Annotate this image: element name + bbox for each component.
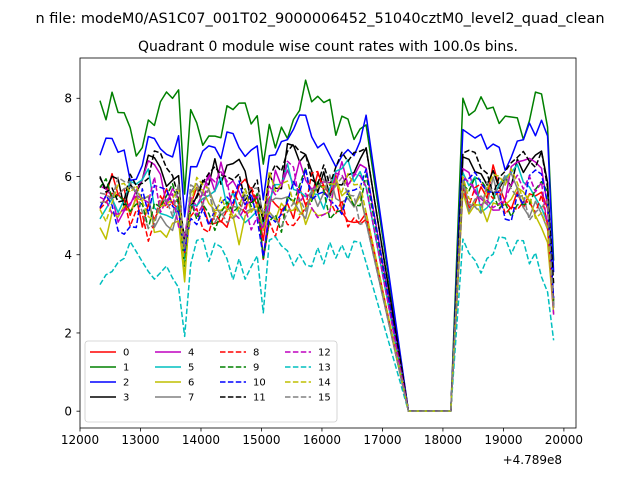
legend-label-11: 11 [253, 393, 266, 404]
series-layer [99, 79, 555, 412]
axes-layer: 12000 13000 14000 15000 16000 17000 18000 19000… [61, 57, 583, 447]
legend-label-4: 4 [188, 348, 194, 359]
x-tick-label: 14000 [182, 433, 220, 447]
y-tick-label: 8 [64, 92, 72, 106]
x-tick-label: 12000 [61, 433, 99, 447]
legend-label-8: 8 [253, 348, 259, 359]
legend-label-13: 13 [318, 363, 331, 374]
series-line-11 [99, 143, 555, 412]
series-line-10 [99, 167, 555, 412]
figure-suptitle: n file: modeM0/AS1C07_001T02_9000006452_… [35, 11, 604, 27]
y-tick-label: 6 [64, 170, 72, 184]
legend-label-1: 1 [123, 363, 129, 374]
legend-label-15: 15 [318, 393, 331, 404]
series-line-14 [99, 168, 555, 412]
x-tick-label: 17000 [363, 433, 401, 447]
legend-label-14: 14 [318, 378, 331, 389]
series-line-12 [99, 160, 555, 412]
x-tick-label: 13000 [121, 433, 159, 447]
legend-label-2: 2 [123, 378, 129, 389]
x-tick-label: 19000 [484, 433, 522, 447]
series-line-2 [99, 114, 555, 412]
legend-label-9: 9 [253, 363, 259, 374]
legend-label-10: 10 [253, 378, 266, 389]
legend-label-7: 7 [188, 393, 194, 404]
x-tick-label: 16000 [303, 433, 341, 447]
series-line-15 [99, 174, 555, 412]
x-tick-label: 15000 [242, 433, 280, 447]
legend-label-12: 12 [318, 348, 331, 359]
legend-box [84, 340, 338, 423]
series-line-7 [99, 172, 555, 412]
y-tick-label: 4 [64, 248, 72, 262]
series-line-1 [99, 79, 555, 412]
x-tick-label: 18000 [424, 433, 462, 447]
series-line-9 [99, 166, 555, 412]
y-tick-label: 0 [64, 404, 72, 418]
x-axis-offset-label: +4.789e8 [503, 453, 562, 467]
series-line-13 [99, 235, 555, 412]
chart-title: Quadrant 0 module wise count rates with … [138, 39, 518, 55]
y-tick-label: 2 [64, 326, 72, 340]
legend-label-5: 5 [188, 363, 194, 374]
legend-label-3: 3 [123, 393, 129, 404]
plot-frame [79, 57, 577, 429]
legend-label-0: 0 [123, 348, 129, 359]
x-tick-label: 20000 [545, 433, 583, 447]
legend-label-6: 6 [188, 378, 194, 389]
series-line-5 [99, 158, 555, 412]
